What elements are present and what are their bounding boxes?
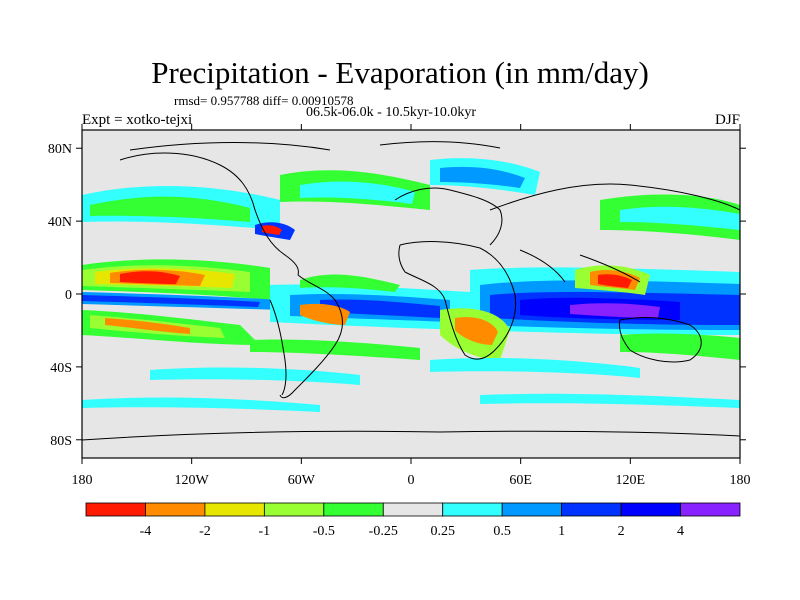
lat-label: 40N <box>48 215 72 230</box>
field-region <box>480 393 740 408</box>
coastline-asia-south <box>519 249 641 283</box>
colorbar-label: -4 <box>140 524 152 539</box>
field-region <box>598 274 632 288</box>
field-region <box>82 295 260 307</box>
stats-text: rmsd= 0.957788 diff= 0.00910578 <box>174 93 354 108</box>
coastline-arctic <box>129 141 501 151</box>
coastline-australia <box>619 317 702 363</box>
coastline-north-america <box>119 152 299 276</box>
experiment-label: Expt = xotko-tejxi <box>82 112 193 128</box>
colorbar-label: 0.5 <box>493 524 511 539</box>
period-text: 06.5k-06.0k - 10.5kyr-10.0kyr <box>306 105 477 120</box>
colorbar-swatch <box>561 502 622 517</box>
lat-label: 40S <box>50 361 72 376</box>
colorbar-swatch <box>85 502 146 517</box>
field-region <box>120 271 180 284</box>
field-region <box>262 225 282 235</box>
colorbar-label: 0.25 <box>430 524 455 539</box>
lon-label: 180 <box>730 473 751 488</box>
colorbar-swatch <box>382 502 444 517</box>
field-region <box>455 317 498 345</box>
field-region <box>300 303 350 325</box>
field-region <box>430 357 640 378</box>
colorbar-swatch <box>620 502 681 517</box>
longitude-axis: 180 120W 60W 0 60E 120E 180 <box>72 124 751 488</box>
colorbar-swatch <box>680 502 741 517</box>
field-region <box>570 303 660 318</box>
colorbar-swatch <box>204 502 265 517</box>
colorbar: -4 -2 -1 -0.5 -0.25 0.25 0.5 1 2 4 <box>85 502 741 539</box>
colorbar-label: 4 <box>677 524 684 539</box>
colorbar-label: -1 <box>259 524 271 539</box>
colorbar-label: 2 <box>618 524 625 539</box>
coastline-asia-north <box>489 183 740 211</box>
colorbar-label: -0.25 <box>369 524 398 539</box>
field-region <box>300 274 400 292</box>
lon-label: 0 <box>408 473 415 488</box>
field-region <box>440 166 525 188</box>
lat-label: 80S <box>50 434 72 449</box>
colorbar-swatch <box>145 502 206 517</box>
field-region <box>90 196 250 222</box>
field-region <box>320 299 440 318</box>
lon-label: 60W <box>288 473 316 488</box>
lon-label: 120E <box>616 473 646 488</box>
season-label: DJF <box>714 112 740 128</box>
coastlines <box>82 141 740 441</box>
field-region <box>82 397 320 412</box>
lat-label: 0 <box>65 288 72 303</box>
lon-label: 180 <box>72 473 93 488</box>
field-layer <box>82 130 740 458</box>
lat-label: 80N <box>48 142 72 157</box>
lon-label: 120W <box>175 473 210 488</box>
colorbar-label: -2 <box>199 524 211 539</box>
coastline-antarctica <box>82 430 740 441</box>
lon-label: 60E <box>509 473 532 488</box>
map-title: Precipitation - Evaporation (in mm/day) <box>151 55 649 90</box>
colorbar-swatch <box>263 502 325 517</box>
colorbar-swatch <box>323 502 384 517</box>
field-region <box>620 206 740 230</box>
coastline-europe <box>394 187 503 246</box>
colorbar-swatch <box>442 502 503 517</box>
colorbar-label: 1 <box>558 524 565 539</box>
colorbar-swatch <box>501 502 563 517</box>
latitude-axis: 80N 40N 0 40S 80S <box>48 142 746 449</box>
colorbar-label: -0.5 <box>313 524 335 539</box>
coastline-south-america-west <box>269 299 287 396</box>
coastline-africa <box>398 241 517 360</box>
field-region <box>620 333 740 360</box>
field-region <box>105 318 190 334</box>
field-region <box>250 339 420 360</box>
coastline-south-america <box>279 274 343 399</box>
field-region <box>300 181 415 204</box>
field-region <box>150 367 360 385</box>
